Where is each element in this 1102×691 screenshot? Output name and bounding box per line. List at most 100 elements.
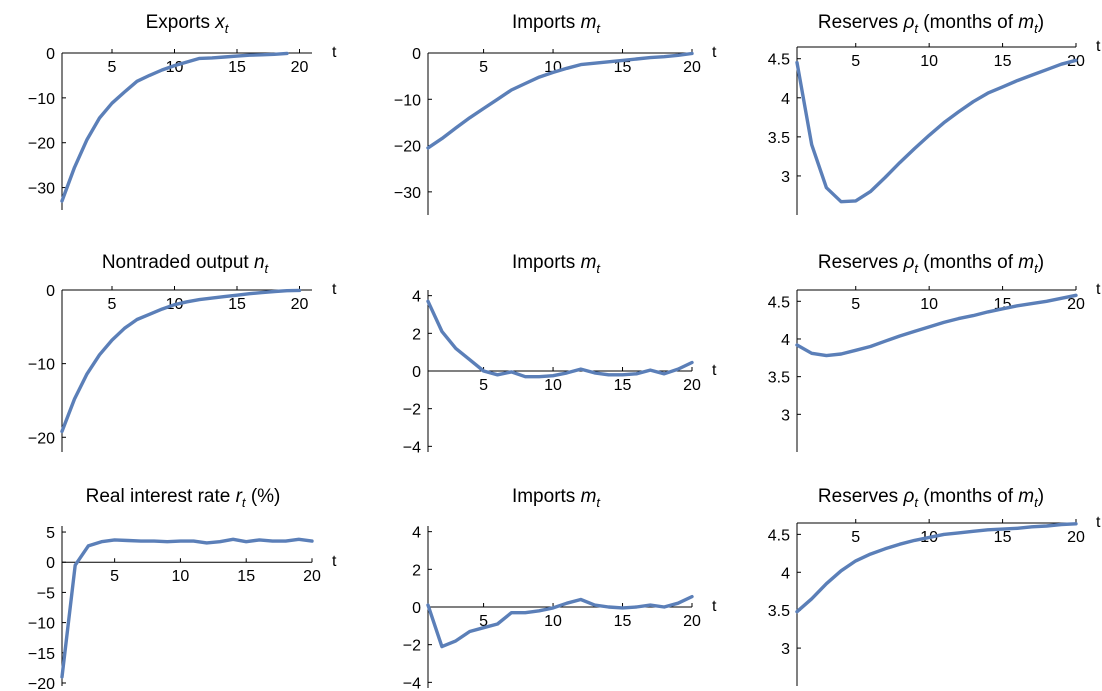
chart-title: Real interest rate rt (%) <box>86 486 281 510</box>
x-tick-label: 20 <box>683 613 701 630</box>
x-axis-label: t <box>712 598 717 615</box>
y-tick-label: 3 <box>781 169 790 186</box>
y-tick-label: −15 <box>28 646 55 663</box>
x-tick-label: 5 <box>110 568 119 585</box>
x-axis-label: t <box>1096 38 1101 55</box>
chart-panel-6: Reserves ρt (months of mt)t5 10 15 2033.544… <box>768 252 1101 452</box>
y-tick-label: 4 <box>781 332 790 349</box>
y-tick-label: 0 <box>46 555 55 572</box>
y-tick-label: 4 <box>412 289 421 306</box>
y-tick-label: 0 <box>412 600 421 617</box>
y-tick-label: 0 <box>412 364 421 381</box>
y-tick-label: −20 <box>28 136 55 153</box>
y-tick-label: −4 <box>403 439 421 456</box>
x-tick-label: 5 <box>851 296 860 313</box>
y-tick-label: −4 <box>403 675 421 691</box>
x-tick-label: 15 <box>994 53 1012 70</box>
x-tick-label: 20 <box>1067 296 1085 313</box>
y-tick-label: 2 <box>412 562 421 579</box>
series-line <box>795 522 1078 614</box>
y-tick-label: 4.5 <box>768 52 790 69</box>
x-tick-label: 20 <box>683 377 701 394</box>
chart-title: Exports xt <box>146 12 230 36</box>
y-tick-label: 5 <box>46 525 55 542</box>
x-tick-label: 10 <box>920 296 938 313</box>
y-tick-label: −5 <box>37 585 55 602</box>
x-tick-label: 15 <box>237 568 255 585</box>
chart-title: Imports mt <box>512 486 601 510</box>
chart-title: Imports mt <box>512 12 601 36</box>
x-tick-label: 10 <box>544 613 562 630</box>
series-line <box>60 51 289 203</box>
x-tick-label: 15 <box>228 59 246 76</box>
y-tick-label: −2 <box>403 638 421 655</box>
x-axis-label: t <box>712 362 717 379</box>
x-tick-label: 5 <box>479 59 488 76</box>
x-tick-label: 15 <box>614 59 632 76</box>
y-tick-label: −10 <box>394 92 421 109</box>
x-tick-label: 20 <box>683 59 701 76</box>
chart-title: Nontraded output nt <box>102 252 270 276</box>
y-tick-label: 3.5 <box>768 130 790 147</box>
y-tick-label: −20 <box>28 676 55 691</box>
series-line <box>795 58 1078 204</box>
y-tick-label: −10 <box>28 357 55 374</box>
series-line <box>426 299 694 379</box>
chart-panel-3: Reserves ρt (months of mt)t5 10 15 2033.544… <box>768 12 1101 215</box>
x-tick-label: 10 <box>544 377 562 394</box>
y-tick-label: −20 <box>28 430 55 447</box>
y-tick-label: −20 <box>394 139 421 156</box>
chart-title: Imports mt <box>512 252 601 276</box>
series-line <box>426 594 694 649</box>
y-tick-label: −10 <box>28 616 55 633</box>
y-tick-label: 4 <box>781 91 790 108</box>
y-tick-label: −10 <box>28 91 55 108</box>
x-tick-label: 20 <box>1067 529 1085 546</box>
x-axis-label: t <box>332 281 337 298</box>
x-tick-label: 15 <box>994 529 1012 546</box>
chart-title: Reserves ρt (months of mt) <box>818 12 1044 36</box>
x-tick-label: 20 <box>303 568 321 585</box>
x-tick-label: 5 <box>108 59 117 76</box>
series-line <box>426 51 694 150</box>
y-tick-label: 3.5 <box>768 370 790 387</box>
x-tick-label: 5 <box>851 529 860 546</box>
y-tick-label: −30 <box>394 185 421 202</box>
x-tick-label: 20 <box>291 296 309 313</box>
y-tick-label: −2 <box>403 402 421 419</box>
x-tick-label: 15 <box>614 613 632 630</box>
series-line <box>60 537 314 679</box>
x-tick-label: 10 <box>920 53 938 70</box>
x-tick-label: 5 <box>851 53 860 70</box>
x-axis-label: t <box>1096 281 1101 298</box>
x-axis-label: t <box>332 553 337 570</box>
x-axis-label: t <box>712 44 717 61</box>
y-tick-label: 4.5 <box>768 527 790 544</box>
series-line <box>60 288 302 434</box>
y-tick-label: 0 <box>46 283 55 300</box>
x-axis-label: t <box>1096 514 1101 531</box>
y-tick-label: −30 <box>28 181 55 198</box>
series-line <box>795 293 1078 358</box>
y-tick-label: 3 <box>781 407 790 424</box>
y-tick-label: 2 <box>412 326 421 343</box>
x-tick-label: 5 <box>108 296 117 313</box>
y-tick-label: 3.5 <box>768 603 790 620</box>
chart-title: Reserves ρt (months of mt) <box>818 252 1044 276</box>
chart-panel-9: Reserves ρt (months of mt)t5 10 15 2033.544… <box>768 486 1101 686</box>
x-tick-label: 10 <box>172 568 190 585</box>
x-tick-label: 15 <box>614 377 632 394</box>
x-tick-label: 20 <box>291 59 309 76</box>
y-tick-label: 4.5 <box>768 294 790 311</box>
y-tick-label: 4 <box>781 565 790 582</box>
y-tick-label: 4 <box>412 525 421 542</box>
x-tick-label: 5 <box>479 613 488 630</box>
y-tick-label: 0 <box>412 46 421 63</box>
